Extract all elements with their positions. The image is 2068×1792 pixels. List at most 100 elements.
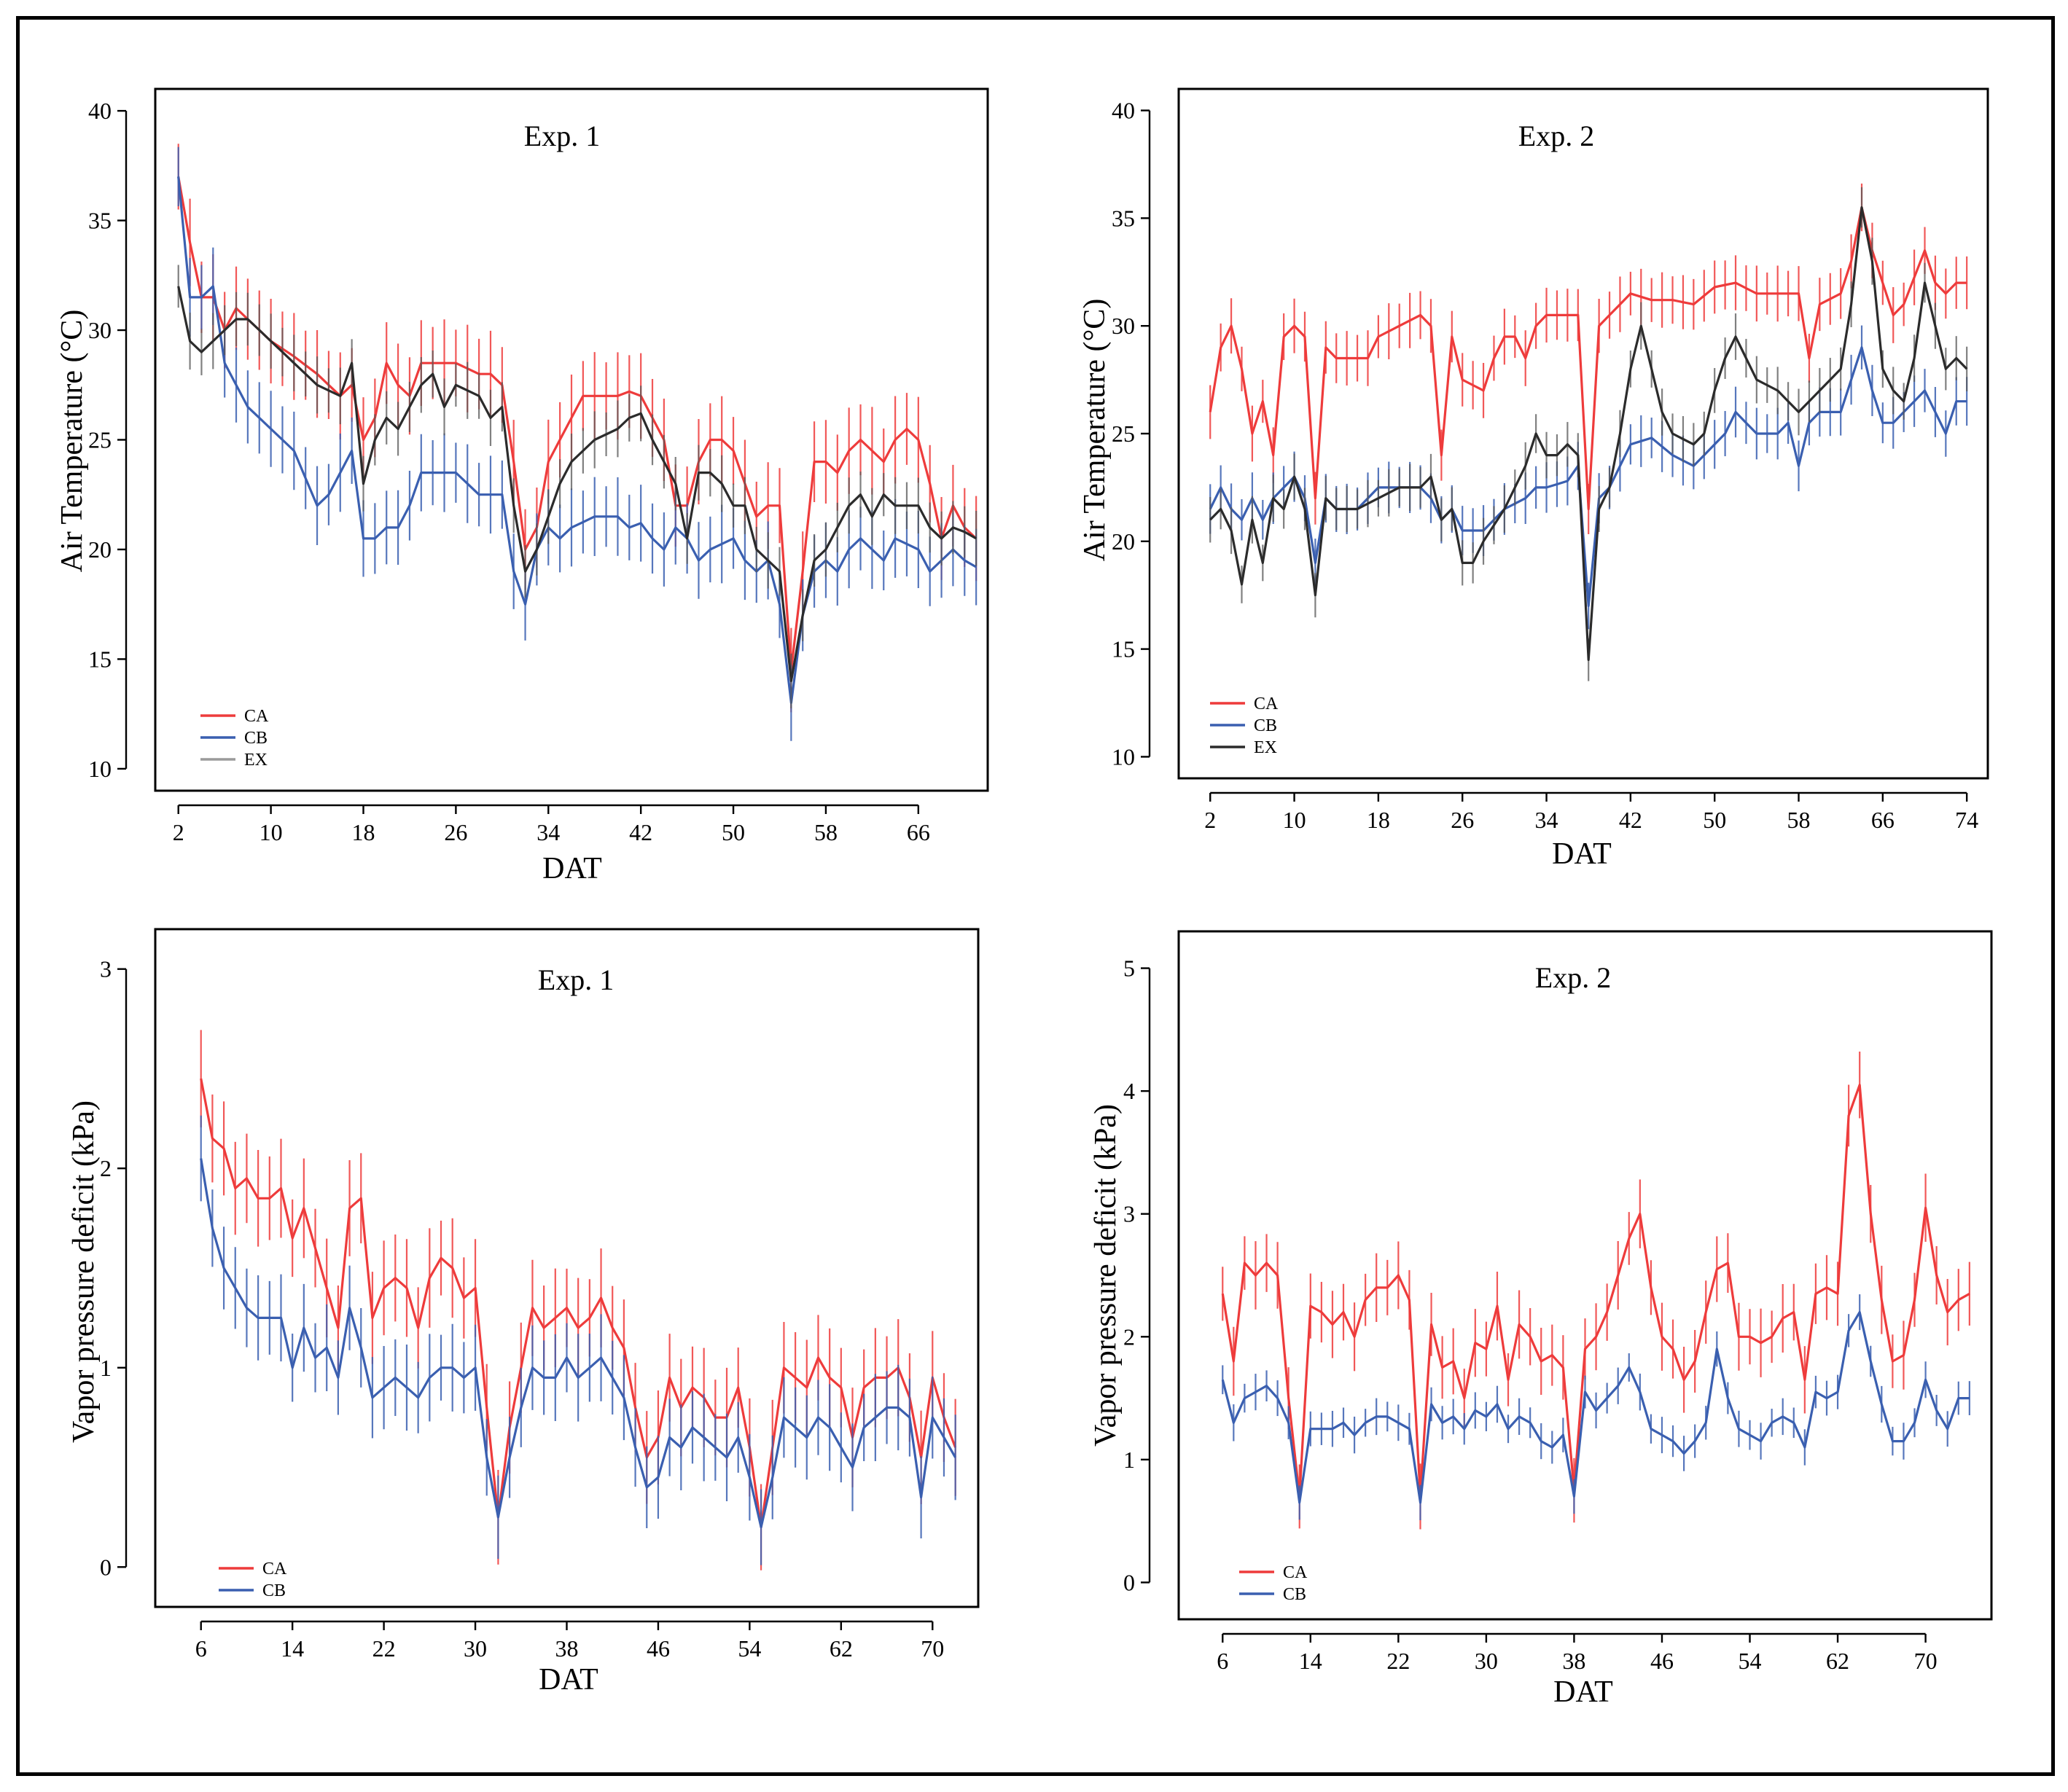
series-line-ca [177,176,978,672]
series-cb [200,1115,956,1565]
series-ex [177,265,978,709]
plot-area [1177,87,1989,780]
x-tick-label: 14 [1299,1648,1322,1674]
chart-title: Exp. 1 [524,120,600,152]
x-tick-label: 66 [1871,807,1895,833]
legend-label: CB [1283,1585,1306,1604]
x-axis-label: DAT [542,852,602,885]
x-tick-label: 18 [1367,807,1390,833]
legend-label: CB [244,729,268,748]
x-tick-label: 50 [1703,807,1726,833]
x-tick-label: 66 [907,819,930,845]
series-line-cb [1221,1310,1970,1504]
x-tick-label: 50 [722,819,745,845]
series-line-ca [1221,1084,1970,1498]
x-tick-label: 10 [260,819,283,845]
y-tick-label: 3 [100,956,112,982]
legend-label: CB [1254,716,1277,735]
x-tick-label: 2 [1204,807,1216,833]
plot-area [154,87,989,792]
x-tick-label: 70 [1914,1648,1938,1674]
legend-label: CA [1283,1563,1308,1582]
y-tick-label: 1 [1123,1447,1135,1473]
y-tick-label: 1 [100,1355,112,1381]
x-tick-label: 42 [1619,807,1642,833]
x-tick-label: 46 [1650,1648,1674,1674]
y-tick-label: 30 [1112,313,1135,339]
y-tick-label: 2 [100,1155,112,1181]
x-tick-label: 10 [1283,807,1306,833]
series-line-ex [1209,206,1968,662]
series-ca [1209,183,1968,534]
series-line-cb [177,176,977,705]
x-tick-label: 62 [1826,1648,1849,1674]
x-tick-label: 26 [444,819,467,845]
series-line-cb [200,1158,956,1529]
x-tick-label: 58 [814,819,838,845]
legend-item-ca: CA [219,1560,287,1578]
legend-item-cb: CB [1239,1585,1306,1604]
y-tick-label: 2 [1123,1323,1135,1350]
y-tick-label: 20 [1112,528,1135,555]
series-cb [1221,1294,1970,1520]
x-tick-label: 34 [536,819,560,845]
y-tick-label: 35 [88,208,112,234]
y-axis-label: Air Temperature (°C) [1078,299,1112,562]
y-tick-label: 4 [1123,1078,1135,1104]
y-tick-label: 30 [88,317,112,343]
x-tick-label: 54 [738,1635,761,1662]
legend-item-ex: EX [1210,738,1277,757]
plot-area [154,928,980,1608]
y-axis-label: Vapor pressure deficit (kPa) [67,1100,101,1443]
figure-frame [16,16,2055,1776]
series-line-ex [177,286,977,683]
x-tick-label: 42 [629,819,652,845]
x-tick-label: 62 [830,1635,853,1662]
x-tick-label: 74 [1955,807,1978,833]
y-axis-label: Air Temperature (°C) [55,310,89,573]
y-tick-label: 0 [100,1554,112,1580]
legend-label: CA [1254,695,1279,713]
legend-label: CA [262,1560,287,1578]
y-tick-label: 40 [88,98,112,124]
chart-title: Exp. 2 [1518,120,1594,152]
x-tick-label: 30 [464,1635,487,1662]
series-ex [1209,187,1968,681]
x-tick-label: 58 [1787,807,1811,833]
y-tick-label: 25 [1112,420,1135,447]
series-ca [1221,1051,1970,1530]
legend-label: CA [244,707,269,726]
y-tick-label: 10 [88,756,112,782]
y-tick-label: 3 [1123,1201,1135,1227]
y-tick-label: 10 [1112,743,1135,770]
legend-item-ex: EX [200,751,268,770]
x-axis-label: DAT [1553,1675,1613,1709]
x-tick-label: 2 [173,819,184,845]
legend-label: CB [262,1581,286,1600]
series-line-ca [1209,206,1967,511]
plot-area [1177,930,1993,1621]
x-tick-label: 18 [352,819,375,845]
legend-item-cb: CB [219,1581,286,1600]
x-tick-label: 46 [647,1635,670,1662]
y-tick-label: 35 [1112,205,1135,231]
x-tick-label: 6 [195,1635,207,1662]
x-tick-label: 6 [1217,1648,1228,1674]
chart-title: Exp. 1 [538,963,614,996]
y-tick-label: 20 [88,536,112,563]
series-line-ca [200,1078,957,1529]
y-tick-label: 25 [88,427,112,453]
y-tick-label: 15 [1112,636,1135,662]
y-tick-label: 0 [1123,1569,1135,1595]
x-axis-label: DAT [1552,837,1612,871]
x-tick-label: 70 [921,1635,944,1662]
x-tick-label: 54 [1739,1648,1762,1674]
legend-label: EX [1254,738,1277,757]
legend-label: EX [244,751,268,770]
legend-item-cb: CB [1210,716,1277,735]
x-tick-label: 26 [1451,807,1474,833]
x-tick-label: 38 [1562,1648,1585,1674]
x-tick-label: 22 [1386,1648,1410,1674]
x-tick-label: 30 [1475,1648,1498,1674]
